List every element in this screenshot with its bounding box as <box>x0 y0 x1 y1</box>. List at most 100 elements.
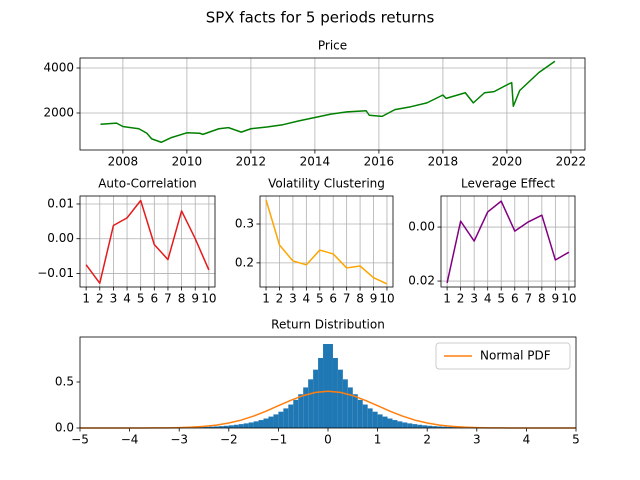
histogram-bar <box>243 423 249 428</box>
histogram-bar <box>258 420 264 428</box>
x-tick-label: 2012 <box>236 155 267 169</box>
data-line <box>446 200 570 284</box>
x-tick-label: 6 <box>511 292 519 306</box>
histogram-bar <box>422 425 428 428</box>
histogram-bar <box>328 343 333 428</box>
y-tick-label: 0.02 <box>408 274 435 288</box>
x-tick-label: 10 <box>561 292 576 306</box>
histogram-bar <box>387 418 393 428</box>
histogram-bar <box>412 424 418 428</box>
histogram-bar <box>204 426 209 428</box>
histogram-bar <box>233 424 239 428</box>
x-tick-label: 2020 <box>492 155 523 169</box>
histogram-bar <box>332 357 338 428</box>
histogram-bar <box>313 369 319 428</box>
histogram-bar <box>248 422 254 428</box>
histogram-bar <box>293 399 299 428</box>
x-tick-label: 8 <box>538 292 546 306</box>
histogram-bar <box>273 414 279 428</box>
histogram-bar <box>377 414 383 428</box>
histogram-bar <box>452 427 457 428</box>
legend-label: Normal PDF <box>480 349 551 363</box>
histogram-bar <box>223 425 229 428</box>
histogram-bar <box>367 408 373 428</box>
x-tick-label: 4 <box>303 292 311 306</box>
x-tick-label: 10 <box>201 292 216 306</box>
axes-frame <box>259 195 394 288</box>
histogram-bar <box>283 408 289 428</box>
y-tick-label: 0.00 <box>408 220 435 234</box>
histogram-bar <box>308 379 314 428</box>
x-tick-label: 1 <box>443 292 451 306</box>
x-tick-label: 4 <box>123 292 131 306</box>
axes-title: Price <box>318 39 347 53</box>
x-tick-label: 6 <box>329 292 337 306</box>
y-tick-label: 0.00 <box>47 231 74 245</box>
x-tick-label: 8 <box>356 292 364 306</box>
y-tick-label: 0.5 <box>55 374 74 388</box>
histogram-bar <box>218 426 224 428</box>
y-tick-label: 0.01 <box>47 196 74 210</box>
x-tick-label: 8 <box>178 292 186 306</box>
histogram-bar <box>298 394 304 428</box>
x-tick-label: 5 <box>316 292 324 306</box>
x-tick-label: −1 <box>270 433 288 447</box>
histogram-bar <box>352 394 358 428</box>
x-tick-label: 2022 <box>556 155 587 169</box>
axes-frame <box>79 195 216 288</box>
x-tick-label: 3 <box>470 292 478 306</box>
x-tick-label: 2018 <box>428 155 459 169</box>
x-tick-label: 2 <box>276 292 284 306</box>
histogram-bar <box>337 369 343 428</box>
axes-title: Return Distribution <box>271 318 385 332</box>
x-tick-label: 9 <box>552 292 560 306</box>
axes-frame <box>79 57 586 151</box>
x-tick-label: 2016 <box>364 155 395 169</box>
x-tick-label: 2 <box>423 433 431 447</box>
histogram-bar <box>372 411 378 428</box>
histogram-bar <box>263 418 269 428</box>
data-line <box>265 199 388 285</box>
histogram-bar <box>442 426 448 428</box>
y-tick-label: 0.0 <box>55 421 74 435</box>
histogram-bar <box>213 426 219 428</box>
histogram-bar <box>357 399 363 428</box>
x-tick-label: 2010 <box>172 155 203 169</box>
y-tick-label: 4000 <box>43 60 74 74</box>
figure-title: SPX facts for 5 periods returns <box>206 9 435 27</box>
histogram-bar <box>427 425 433 428</box>
histogram-bar <box>268 416 274 428</box>
x-tick-label: 2 <box>96 292 104 306</box>
histogram-bar <box>392 420 398 428</box>
histogram-bar <box>407 423 413 428</box>
x-tick-label: 10 <box>379 292 394 306</box>
x-tick-label: −5 <box>71 433 89 447</box>
x-tick-label: 1 <box>374 433 382 447</box>
axes-title: Volatility Clustering <box>268 177 385 191</box>
y-tick-label: 0.2 <box>235 255 254 269</box>
x-tick-label: 3 <box>473 433 481 447</box>
x-tick-label: 0 <box>324 433 332 447</box>
x-tick-label: 6 <box>150 292 158 306</box>
data-line <box>100 60 556 144</box>
axes-title: Auto-Correlation <box>98 177 197 191</box>
x-tick-label: −3 <box>170 433 188 447</box>
x-tick-label: 2014 <box>300 155 331 169</box>
x-tick-label: 2008 <box>108 155 139 169</box>
histogram-bar <box>228 425 234 428</box>
x-tick-label: −4 <box>121 433 139 447</box>
histogram-bar <box>362 404 368 428</box>
histogram-bar <box>447 426 452 428</box>
histogram-bar <box>278 411 284 428</box>
histogram-bar <box>437 426 443 428</box>
histogram-bar <box>432 426 438 428</box>
histogram-bar <box>318 357 324 428</box>
x-tick-label: 3 <box>110 292 118 306</box>
histogram-bar <box>253 421 259 428</box>
histogram-bar <box>303 387 309 428</box>
x-tick-label: 7 <box>164 292 172 306</box>
axes-frame <box>440 195 576 288</box>
y-tick-label: 2000 <box>43 106 74 120</box>
y-tick-label: −0.01 <box>37 266 74 280</box>
